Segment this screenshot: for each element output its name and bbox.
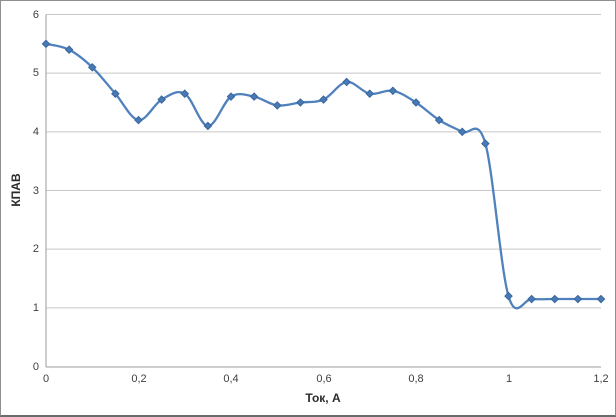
y-axis-tick-label: 3: [32, 185, 39, 197]
series-line: [44, 42, 603, 310]
x-axis-tick-label: 0,8: [408, 373, 424, 385]
data-point-marker: [111, 89, 120, 99]
x-axis-tick-label: 0,4: [223, 373, 239, 385]
x-axis-tick-label: 1,2: [593, 373, 609, 385]
data-point-marker: [157, 95, 166, 104]
x-axis-tick-label: 0,6: [316, 373, 332, 385]
data-point-marker: [87, 62, 97, 72]
data-point-marker: [64, 45, 74, 55]
x-axis-tick-label: 0: [42, 373, 50, 385]
y-axis-tick-label: 0: [32, 361, 39, 373]
data-point-marker: [272, 101, 282, 110]
data-point-marker: [550, 294, 560, 304]
data-point-marker: [411, 98, 421, 107]
data-point-marker: [504, 291, 513, 301]
x-axis-title: Ток, А: [305, 391, 341, 405]
y-axis-tick-label: 1: [32, 302, 39, 314]
y-axis-tick-label: 4: [32, 126, 39, 138]
data-point-marker: [249, 92, 259, 101]
data-point-marker: [134, 115, 143, 125]
data-point-marker: [434, 115, 444, 125]
data-point-marker: [319, 95, 328, 104]
data-point-marker: [596, 294, 606, 304]
data-point-marker: [365, 89, 375, 99]
y-axis-tick-label: 5: [32, 67, 39, 79]
data-point-marker: [527, 294, 536, 304]
x-axis-tick-label: 0,2: [131, 373, 147, 385]
data-point-marker: [180, 89, 190, 99]
data-point-marker: [388, 86, 398, 96]
data-point-marker: [41, 39, 51, 49]
y-axis-tick-label: 2: [32, 243, 39, 255]
data-point-marker: [296, 98, 305, 107]
data-point-marker: [203, 121, 213, 131]
data-point-marker: [226, 92, 236, 101]
x-axis-tick-label: 1: [505, 373, 513, 385]
data-point-marker: [457, 127, 467, 137]
data-point-marker: [481, 139, 490, 148]
data-point-marker: [573, 294, 583, 304]
y-axis-tick-label: 6: [32, 9, 39, 21]
data-point-marker: [342, 77, 351, 87]
